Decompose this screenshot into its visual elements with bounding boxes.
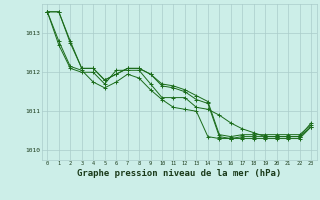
- X-axis label: Graphe pression niveau de la mer (hPa): Graphe pression niveau de la mer (hPa): [77, 169, 281, 178]
